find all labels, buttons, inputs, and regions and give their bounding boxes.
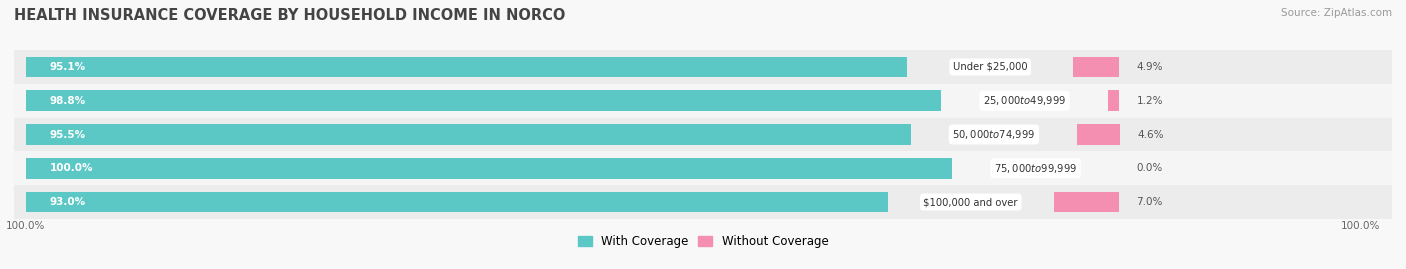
Text: $25,000 to $49,999: $25,000 to $49,999: [983, 94, 1066, 107]
Text: 93.0%: 93.0%: [49, 197, 86, 207]
Bar: [25, 56, 907, 77]
Text: 95.1%: 95.1%: [49, 62, 86, 72]
Text: 100.0%: 100.0%: [49, 163, 93, 173]
Text: 1.2%: 1.2%: [1136, 96, 1163, 106]
Bar: [1073, 56, 1119, 77]
Text: HEALTH INSURANCE COVERAGE BY HOUSEHOLD INCOME IN NORCO: HEALTH INSURANCE COVERAGE BY HOUSEHOLD I…: [14, 8, 565, 23]
Bar: [14, 50, 1403, 84]
Bar: [25, 192, 887, 213]
Bar: [1054, 192, 1119, 213]
Bar: [1108, 90, 1119, 111]
Bar: [1077, 124, 1119, 145]
Text: 0.0%: 0.0%: [1136, 163, 1163, 173]
Text: $100,000 and over: $100,000 and over: [924, 197, 1018, 207]
Bar: [14, 84, 1403, 118]
Text: 100.0%: 100.0%: [1341, 221, 1381, 231]
Text: $75,000 to $99,999: $75,000 to $99,999: [994, 162, 1077, 175]
Bar: [14, 118, 1403, 151]
Text: 4.9%: 4.9%: [1136, 62, 1163, 72]
Bar: [25, 124, 911, 145]
Bar: [25, 158, 952, 179]
Text: Source: ZipAtlas.com: Source: ZipAtlas.com: [1281, 8, 1392, 18]
Bar: [14, 151, 1403, 185]
Text: 100.0%: 100.0%: [6, 221, 45, 231]
Bar: [14, 185, 1403, 219]
Text: 95.5%: 95.5%: [49, 129, 86, 140]
Bar: [25, 90, 942, 111]
Legend: With Coverage, Without Coverage: With Coverage, Without Coverage: [572, 230, 834, 253]
Text: 98.8%: 98.8%: [49, 96, 86, 106]
Text: Under $25,000: Under $25,000: [953, 62, 1028, 72]
Text: 7.0%: 7.0%: [1136, 197, 1163, 207]
Text: 4.6%: 4.6%: [1137, 129, 1164, 140]
Text: $50,000 to $74,999: $50,000 to $74,999: [952, 128, 1035, 141]
